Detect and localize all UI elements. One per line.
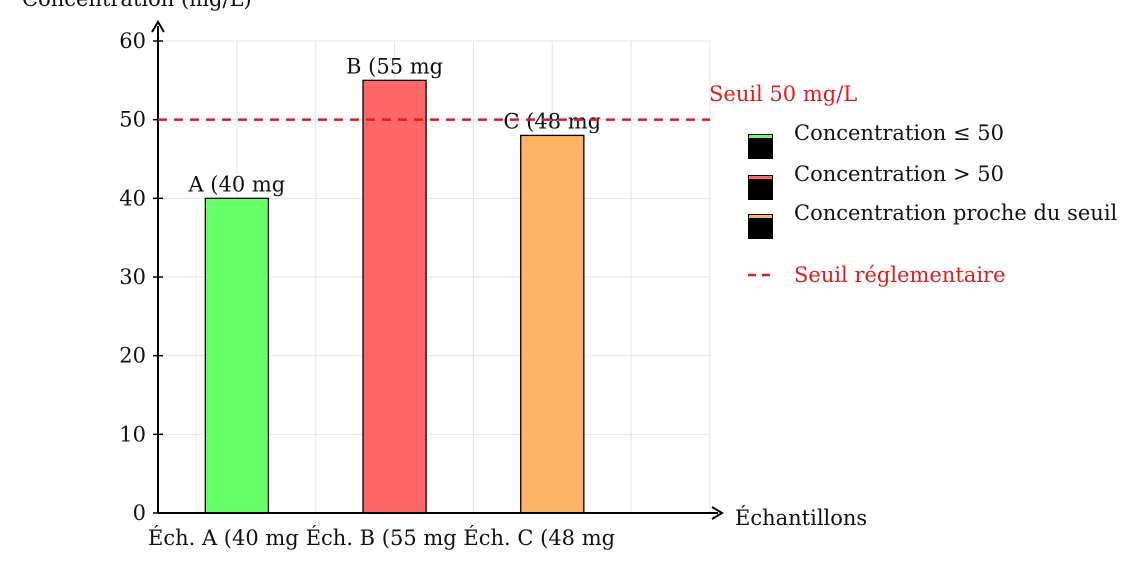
x-tick-label: Éch. A (40 mg <box>148 526 299 550</box>
bar-label: B (55 mg <box>346 54 443 78</box>
bars: A (40 mg B (55 mg C (48 mg <box>187 54 601 514</box>
legend: Concentration ≤ 50 Concentration > 50 Conc… <box>748 121 1118 287</box>
legend-swatch-color <box>749 135 772 138</box>
x-tick-label: Éch. C (48 mg <box>463 526 615 550</box>
legend-label: Seuil réglementaire <box>794 263 1006 287</box>
bar <box>520 134 585 514</box>
axes <box>151 20 724 520</box>
x-ticks: Éch. A (40 mg Éch. B (55 mg Éch. C (48 mg <box>148 526 615 550</box>
y-tick-label: 60 <box>119 29 146 53</box>
legend-swatch-color <box>749 176 772 179</box>
legend-swatch <box>748 214 773 239</box>
y-axis-label: Concentration (mg/L) <box>22 0 252 11</box>
legend-swatch <box>748 134 773 159</box>
x-axis-arrow <box>711 506 724 520</box>
bar-label: C (48 mg <box>503 109 601 133</box>
legend-swatch-color <box>749 215 772 218</box>
x-axis-label: Échantillons <box>735 506 867 530</box>
legend-swatch <box>748 175 773 200</box>
y-tick-label: 10 <box>119 422 146 446</box>
bar-label: A (40 mg <box>187 172 285 196</box>
legend-label: Concentration > 50 <box>794 162 1004 186</box>
bar <box>204 197 270 514</box>
y-tick-label: 40 <box>119 186 146 210</box>
threshold-label: Seuil 50 mg/L <box>709 82 857 106</box>
legend-label: Concentration proche du seuil <box>794 201 1118 225</box>
y-tick-label: 20 <box>119 344 146 368</box>
y-ticks: 0 10 20 30 40 50 60 <box>119 29 163 525</box>
y-tick-label: 0 <box>133 501 146 525</box>
bar <box>362 79 427 514</box>
y-tick-label: 50 <box>119 108 146 132</box>
y-tick-label: 30 <box>119 265 146 289</box>
y-axis-arrow <box>151 20 165 33</box>
x-tick-label: Éch. B (55 mg <box>306 526 457 550</box>
legend-label: Concentration ≤ 50 <box>794 121 1004 145</box>
